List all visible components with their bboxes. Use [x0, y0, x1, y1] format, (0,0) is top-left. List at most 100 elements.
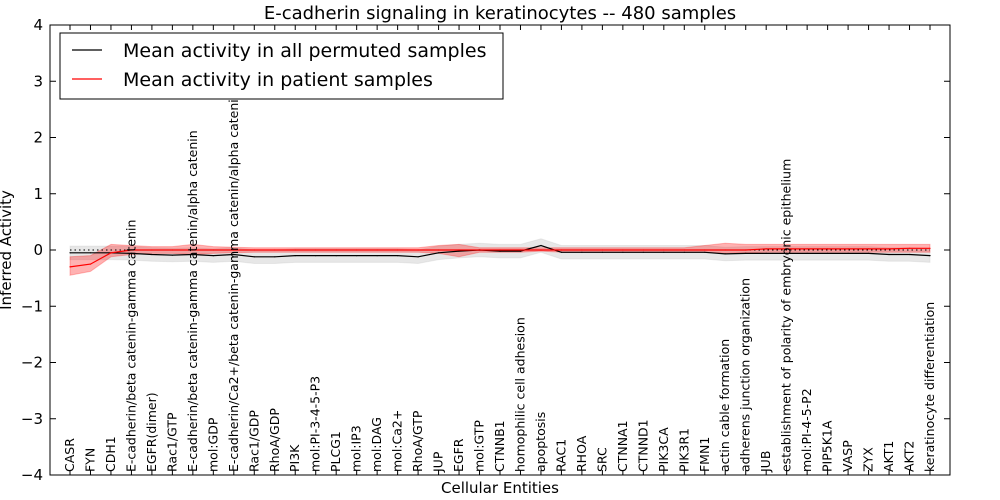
data-point: [438, 252, 440, 254]
x-tick-label: mol:IP3: [349, 425, 364, 472]
data-point: [499, 249, 501, 251]
y-tick-label: −4: [21, 466, 43, 484]
data-point: [540, 244, 542, 247]
y-tick-label: 1: [33, 185, 43, 203]
data-point: [704, 251, 706, 253]
data-point: [745, 252, 747, 254]
x-tick-label: RAC1: [553, 439, 568, 472]
data-point: [560, 249, 563, 251]
data-point: [888, 253, 890, 256]
x-tick-label: PIK3CA: [656, 427, 671, 472]
y-tick-label: −1: [21, 297, 43, 315]
data-point: [642, 251, 644, 253]
x-tick-label: FMN1: [697, 437, 712, 472]
x-tick-label: JUP: [431, 451, 446, 473]
data-point: [130, 252, 132, 254]
data-point: [253, 249, 255, 251]
data-point: [294, 249, 296, 251]
data-point: [745, 249, 747, 251]
x-tick-label: Rac1/GDP: [246, 410, 261, 472]
data-point: [110, 252, 112, 254]
x-tick-label: JUB: [758, 451, 773, 473]
data-point: [315, 249, 317, 251]
data-point: [212, 255, 214, 257]
data-point: [868, 248, 870, 250]
x-tick-label: PI3K: [287, 444, 302, 472]
data-point: [806, 252, 808, 254]
data-point: [151, 253, 153, 256]
x-tick-label: Rac1/GTP: [164, 412, 179, 472]
x-tick-label: CDH1: [103, 436, 118, 472]
data-point: [868, 252, 870, 254]
x-tick-label: AKT1: [881, 441, 896, 472]
x-tick-label: CTNNA1: [615, 420, 630, 472]
data-point: [663, 249, 665, 251]
data-point: [827, 248, 829, 250]
data-point: [540, 249, 542, 251]
y-tick-label: −2: [21, 354, 43, 372]
data-point: [335, 249, 337, 251]
data-point: [294, 255, 296, 257]
data-point: [683, 251, 685, 253]
data-point: [171, 254, 173, 256]
data-point: [663, 251, 665, 253]
data-point: [376, 255, 378, 257]
x-tick-label: EGFR: [451, 438, 466, 472]
data-point: [908, 247, 911, 249]
data-point: [171, 249, 173, 251]
y-tick-label: 3: [33, 72, 43, 90]
data-point: [724, 253, 726, 255]
data-point: [724, 249, 726, 251]
data-point: [89, 252, 92, 254]
y-tick-label: −3: [21, 410, 43, 428]
data-point: [69, 266, 71, 268]
data-point: [478, 249, 481, 251]
y-axis-label: Inferred Activity: [0, 190, 15, 310]
data-point: [786, 248, 788, 250]
x-tick-label: CASR: [62, 438, 77, 472]
series-lines: [69, 244, 931, 268]
data-point: [622, 249, 624, 251]
data-point: [335, 255, 337, 257]
data-point: [622, 251, 624, 253]
data-point: [397, 255, 399, 257]
x-tick-label: adherens junction organization: [738, 278, 753, 472]
data-point: [458, 249, 460, 251]
data-point: [519, 249, 522, 251]
data-point: [704, 249, 706, 251]
data-point: [315, 255, 317, 257]
x-tick-label: keratinocyte differentiation: [922, 302, 937, 472]
data-point: [130, 249, 132, 251]
y-tick-label: 4: [33, 16, 43, 34]
data-point: [847, 248, 849, 250]
x-tick-label: SRC: [594, 447, 609, 472]
data-point: [69, 252, 71, 254]
x-tick-label: mol:DAG: [369, 417, 384, 472]
data-point: [683, 249, 685, 251]
data-point: [765, 252, 767, 254]
data-point: [192, 253, 194, 256]
x-tick-label: CTNNB1: [492, 420, 507, 472]
data-point: [274, 249, 276, 251]
data-point: [274, 256, 276, 258]
data-point: [560, 251, 563, 253]
x-axis: CASR FYN CDH1 E-cadherin/beta catenin-gamma…: [62, 25, 937, 475]
confidence-band-2: [69, 242, 931, 276]
x-tick-label: mol:GTP: [472, 420, 487, 472]
data-point: [908, 253, 911, 256]
x-tick-label: E-cadherin/beta catenin-gamma catenin/al…: [185, 130, 200, 472]
data-point: [151, 249, 153, 251]
data-point: [356, 249, 358, 251]
data-point: [397, 249, 399, 251]
data-point: [786, 252, 788, 254]
data-point: [827, 252, 829, 254]
data-point: [89, 263, 92, 265]
data-point: [233, 253, 235, 256]
x-tick-label: ZYX: [861, 447, 876, 472]
data-point: [438, 249, 440, 251]
data-point: [642, 249, 644, 251]
data-point: [888, 248, 890, 250]
data-point: [376, 249, 378, 251]
data-point: [458, 250, 460, 252]
chart-title: E-cadherin signaling in keratinocytes --…: [264, 3, 736, 24]
